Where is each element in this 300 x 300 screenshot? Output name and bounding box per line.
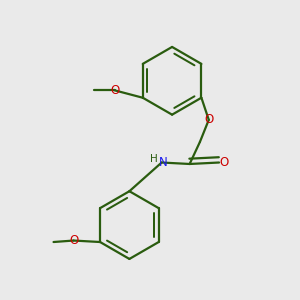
Text: H: H (150, 154, 158, 164)
Text: O: O (69, 234, 78, 247)
Text: O: O (220, 156, 229, 169)
Text: O: O (110, 84, 119, 97)
Text: N: N (159, 156, 168, 169)
Text: O: O (204, 113, 213, 126)
